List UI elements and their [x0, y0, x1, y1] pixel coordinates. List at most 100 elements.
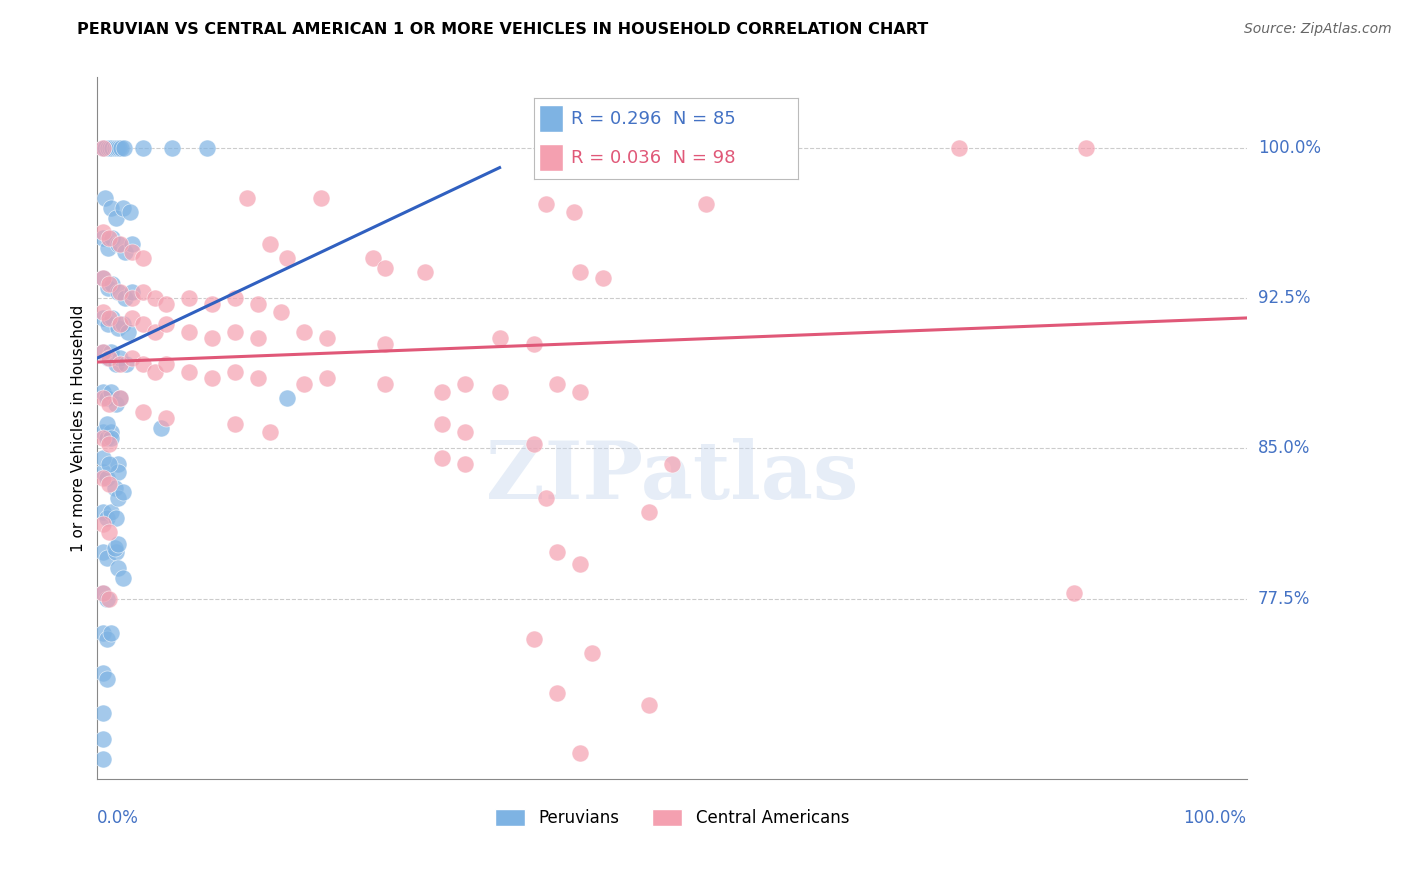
Point [695, 196, 717, 211]
Point [97, 281, 120, 295]
Point [143, 365, 166, 379]
Point [581, 646, 603, 660]
Point [132, 357, 155, 371]
Point [132, 405, 155, 419]
Point [132, 317, 155, 331]
Point [98, 140, 121, 154]
Point [97, 397, 120, 411]
Point [224, 417, 246, 432]
Point [91, 585, 114, 599]
Point [91, 471, 114, 485]
Point [121, 285, 143, 299]
Point [91, 425, 114, 440]
Point [96, 511, 118, 525]
Point [121, 351, 143, 365]
Point [569, 385, 592, 400]
Point [179, 365, 201, 379]
Point [160, 140, 183, 154]
Point [91, 706, 114, 720]
Point [97, 140, 120, 154]
Point [97, 591, 120, 606]
Point [111, 317, 134, 331]
Point [104, 541, 127, 556]
Text: 77.5%: 77.5% [1258, 590, 1310, 607]
Point [101, 140, 124, 154]
Point [107, 457, 129, 471]
Point [104, 545, 127, 559]
Point [97, 310, 120, 325]
Point [96, 591, 118, 606]
Point [107, 561, 129, 575]
Point [104, 511, 127, 525]
Point [91, 225, 114, 239]
Point [454, 425, 477, 440]
Point [110, 140, 132, 154]
Point [107, 491, 129, 506]
Point [91, 140, 114, 154]
Point [101, 231, 124, 245]
Point [91, 271, 114, 285]
Point [110, 236, 132, 251]
Point [100, 201, 122, 215]
Point [661, 457, 683, 471]
Point [104, 357, 127, 371]
Point [143, 291, 166, 305]
Point [97, 351, 120, 365]
Point [374, 260, 396, 275]
Point [235, 191, 257, 205]
Point [110, 317, 132, 331]
Text: ZIPatlas: ZIPatlas [486, 438, 858, 516]
Point [454, 457, 477, 471]
Point [97, 525, 120, 540]
Point [96, 471, 118, 485]
Point [224, 291, 246, 305]
Point [104, 211, 127, 225]
Point [201, 371, 224, 385]
Point [97, 231, 120, 245]
Point [546, 545, 568, 559]
Point [110, 391, 132, 405]
Point [94, 191, 117, 205]
Point [201, 331, 224, 345]
Point [361, 251, 384, 265]
Point [316, 331, 339, 345]
Point [91, 585, 114, 599]
Point [259, 236, 281, 251]
Point [523, 632, 546, 646]
Text: 100.0%: 100.0% [1184, 809, 1247, 828]
Point [91, 451, 114, 466]
Point [97, 317, 120, 331]
Point [91, 625, 114, 640]
Point [91, 391, 114, 405]
Point [111, 201, 134, 215]
Point [546, 377, 568, 392]
Point [97, 457, 120, 471]
Point [96, 431, 118, 445]
Point [110, 357, 132, 371]
Text: 92.5%: 92.5% [1258, 289, 1310, 307]
Point [91, 465, 114, 479]
Point [111, 572, 134, 586]
Point [569, 558, 592, 572]
Point [454, 377, 477, 392]
Point [107, 465, 129, 479]
Point [292, 377, 315, 392]
Point [562, 204, 585, 219]
Point [121, 310, 143, 325]
Point [111, 485, 134, 500]
Point [100, 505, 122, 519]
Point [114, 291, 136, 305]
Point [97, 351, 120, 365]
Point [488, 331, 510, 345]
Point [104, 481, 127, 495]
Point [104, 397, 127, 411]
Point [1074, 140, 1097, 154]
Point [97, 477, 120, 491]
Point [292, 325, 315, 339]
Point [110, 285, 132, 299]
Point [91, 385, 114, 400]
Point [569, 265, 592, 279]
Point [97, 241, 120, 255]
Point [430, 417, 453, 432]
Point [100, 425, 122, 440]
